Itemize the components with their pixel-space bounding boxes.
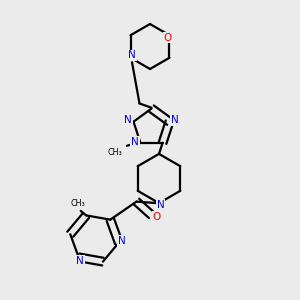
Text: N: N: [124, 115, 132, 125]
Text: O: O: [164, 33, 172, 43]
Text: O: O: [153, 212, 161, 222]
Text: CH₃: CH₃: [108, 148, 123, 157]
Text: N: N: [118, 236, 126, 246]
Text: N: N: [76, 256, 84, 266]
Text: CH₃: CH₃: [70, 199, 85, 208]
Text: N: N: [171, 115, 179, 125]
Text: N: N: [131, 137, 139, 147]
Text: N: N: [157, 200, 164, 210]
Text: N: N: [128, 50, 136, 60]
